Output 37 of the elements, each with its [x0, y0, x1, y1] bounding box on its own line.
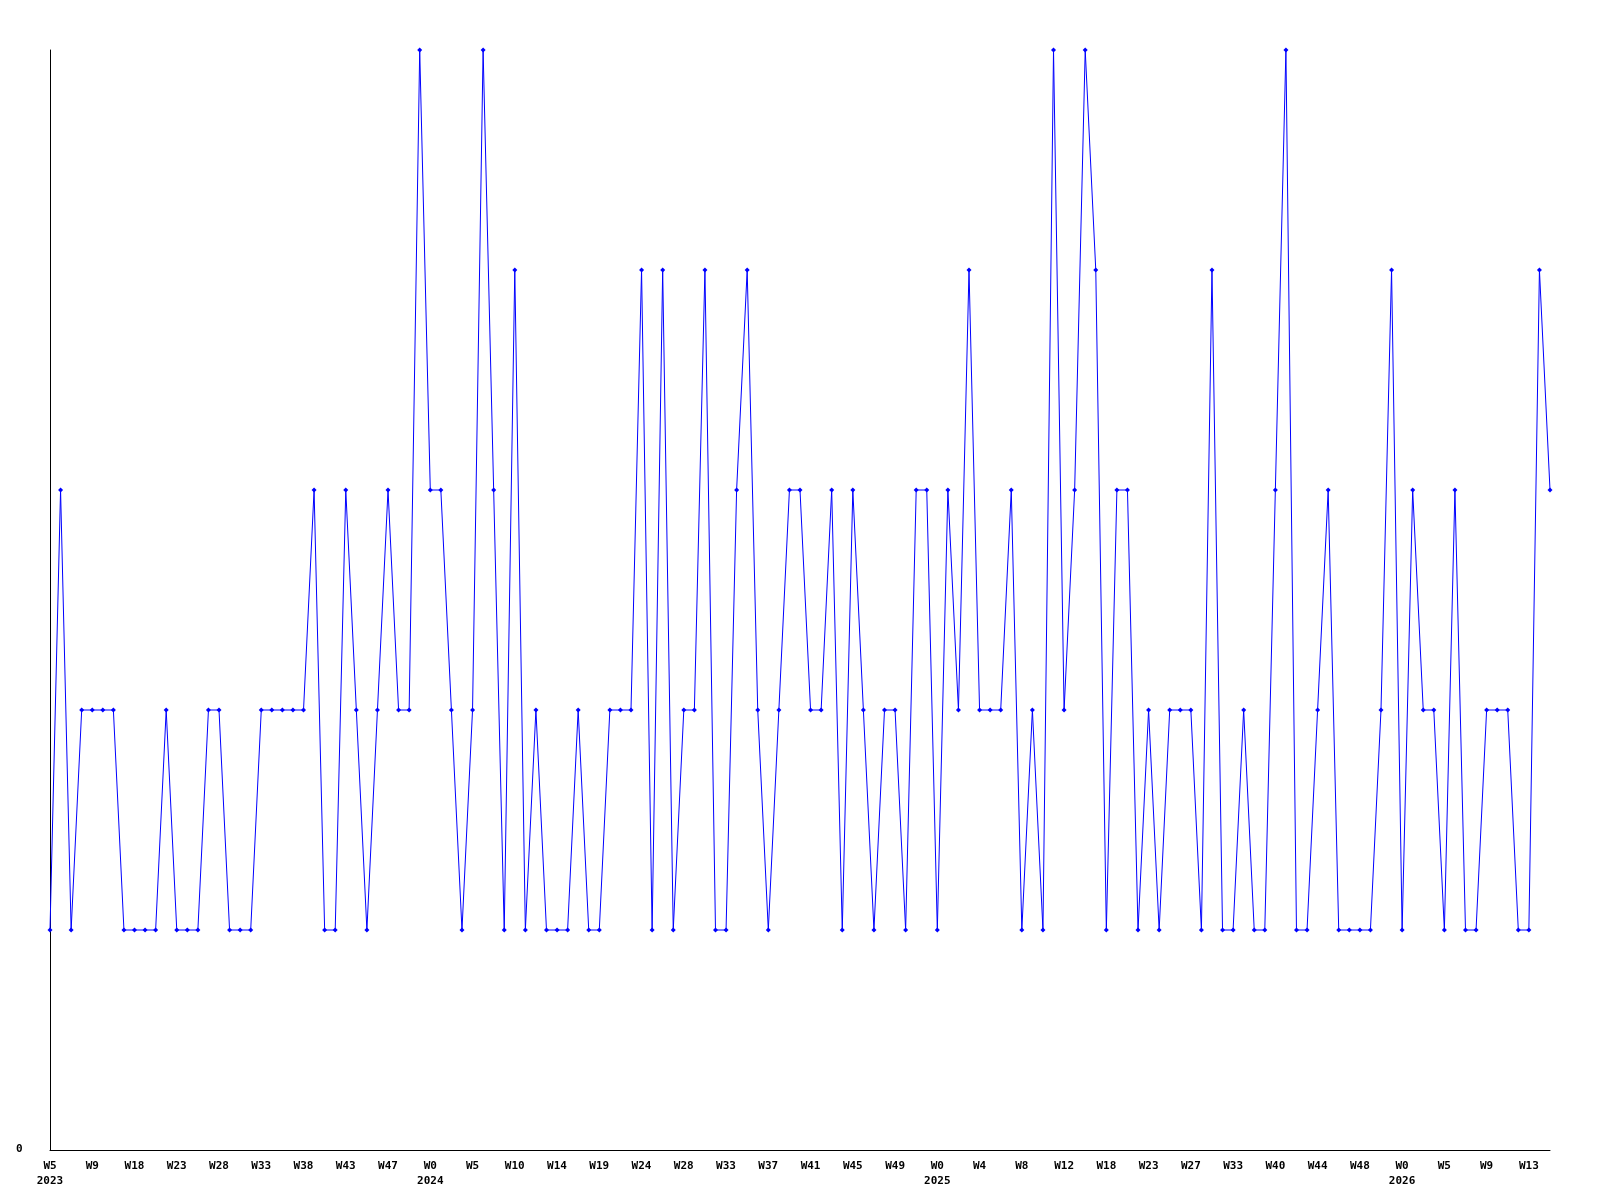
- x-tick-label: W43: [335, 1159, 356, 1172]
- x-tick-label: W28: [673, 1159, 694, 1172]
- x-tick-label: W9: [1479, 1159, 1494, 1172]
- x-tick-label: W12: [1054, 1159, 1075, 1172]
- x-tick-label: W48: [1349, 1159, 1370, 1172]
- x-tick-label: W41: [800, 1159, 821, 1172]
- x-tick-label: W23: [1138, 1159, 1159, 1172]
- x-tick-label: W27: [1180, 1159, 1201, 1172]
- x-tick-label: W18: [1096, 1159, 1117, 1172]
- x-tick-label: W45: [842, 1159, 863, 1172]
- text: 0: [16, 1142, 23, 1155]
- x-tick-label: W10: [504, 1159, 525, 1172]
- x-tick-label: W19: [589, 1159, 610, 1172]
- x-tick-label: W38: [293, 1159, 314, 1172]
- x-tick-label: W28: [209, 1159, 229, 1172]
- x-tick-label: W0 2025: [924, 1159, 951, 1187]
- x-tick-label: W24: [631, 1159, 652, 1172]
- x-tick-label: W49: [885, 1159, 906, 1172]
- x-tick-label: W5: [1437, 1159, 1451, 1172]
- x-tick-label: W14: [547, 1159, 568, 1172]
- x-tick-label: W33: [1223, 1159, 1244, 1172]
- x-tick-label: W33: [716, 1159, 736, 1172]
- x-tick-label: W5: [465, 1159, 480, 1172]
- x-tick-label: W18: [124, 1159, 145, 1172]
- x-tick-label: W37: [758, 1159, 779, 1172]
- x-tick-label: W0 2026: [1388, 1159, 1416, 1187]
- x-tick-label: W23: [166, 1159, 187, 1172]
- x-tick-label: W13: [1518, 1159, 1539, 1172]
- x-tick-label: W0 2024: [417, 1159, 444, 1187]
- x-tick-label: W33: [251, 1159, 272, 1172]
- x-tick-label: W8: [1015, 1159, 1029, 1172]
- x-tick-label: W47: [378, 1159, 398, 1172]
- x-tick-label: W4: [972, 1159, 987, 1172]
- x-tick-label: W40: [1265, 1159, 1286, 1172]
- x-tick-label: W5 2023: [36, 1159, 64, 1187]
- x-tick-label: W44: [1307, 1159, 1328, 1172]
- x-tick-label: W9: [85, 1159, 99, 1172]
